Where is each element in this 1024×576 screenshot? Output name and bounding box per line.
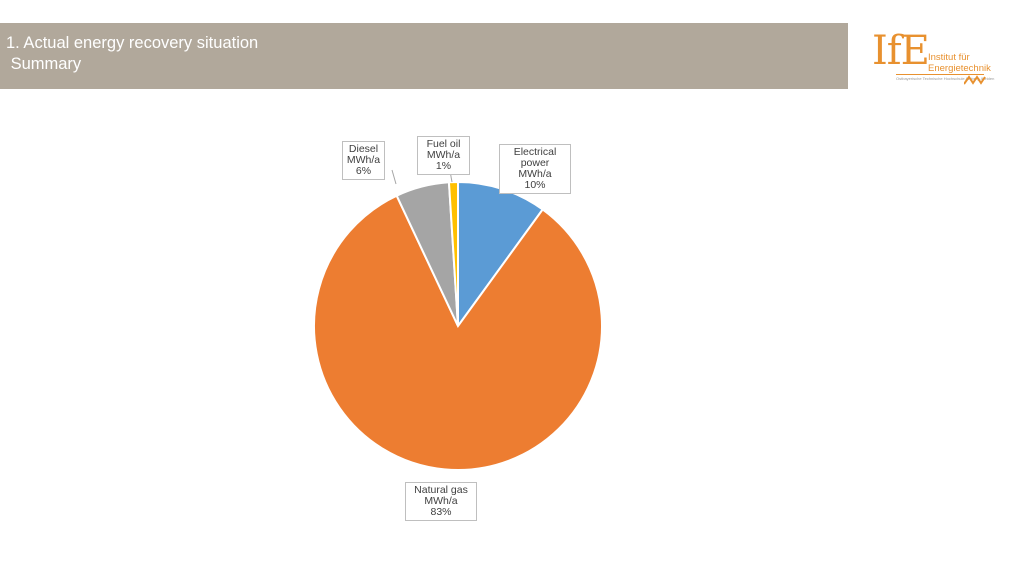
page-title-line-1: 1. Actual energy recovery situation — [6, 34, 259, 52]
data-label-category: Diesel — [348, 143, 379, 155]
data-label-unit: MWh/a — [424, 495, 458, 507]
logo-rule — [896, 74, 984, 75]
data-label-fuel-oil: Fuel oil MWh/a 1% — [417, 136, 470, 175]
page-title: 1. Actual energy recovery situation Summ… — [6, 33, 258, 75]
data-label-value: 1% — [435, 160, 452, 172]
logo-mark: IfE — [872, 28, 930, 74]
data-label-value: 83% — [430, 506, 452, 518]
logo-text-line-2: Energietechnik — [928, 63, 991, 74]
data-label-natural-gas: Natural gas MWh/a 83% — [405, 482, 477, 521]
data-label-diesel: Diesel MWh/a 6% — [342, 141, 385, 180]
logo-tagline: Ostbayerische Technische Hochschule Ambe… — [896, 76, 995, 81]
logo-text-line-1: Institut für — [928, 52, 970, 63]
page-title-line-2: Summary — [6, 55, 82, 73]
data-label-unit: MWh/a — [426, 149, 461, 161]
data-label-unit: MWh/a — [518, 168, 552, 180]
data-label-unit: MWh/a — [346, 154, 381, 166]
pie-slice-natural-gas — [313, 194, 603, 471]
data-label-value: 6% — [355, 165, 372, 177]
pie-slice-fuel-oil — [447, 180, 459, 327]
data-label-value: 10% — [524, 179, 546, 191]
leader-line-diesel — [391, 169, 397, 185]
data-label-category: Fuel oil — [426, 138, 461, 150]
header-band: 1. Actual energy recovery situation Summ… — [0, 23, 848, 89]
data-label-category: Natural gas — [414, 484, 468, 496]
data-label-category: Electrical power — [513, 146, 557, 169]
data-label-electrical-power: Electrical power MWh/a 10% — [499, 144, 571, 194]
logo-text: Institut für Energietechnik — [928, 52, 991, 74]
logo-zigzag-icon — [964, 75, 986, 85]
ife-logo: IfE Institut für Energietechnik Ostbayer… — [872, 28, 994, 94]
